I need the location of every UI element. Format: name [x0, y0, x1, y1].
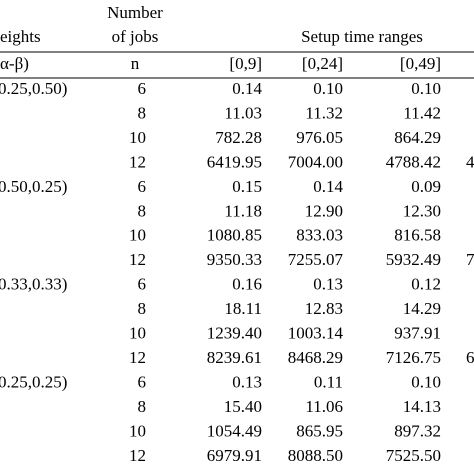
value-cell: 7255.07: [288, 250, 344, 269]
value-cell: 4788.42: [386, 152, 441, 171]
value-cell: 5932.49: [386, 250, 441, 269]
jobs-cell: 10: [129, 421, 146, 440]
jobs-cell: 8: [138, 397, 147, 416]
group-label: 0.25,0.25): [0, 373, 67, 392]
value-cell: 11.06: [305, 397, 343, 416]
jobs-cell: 12: [129, 152, 146, 171]
range-header: [0,49]: [400, 54, 441, 73]
value-cell: 18.11: [224, 299, 262, 318]
value-cell: 0.16: [232, 275, 262, 294]
value-cell: 7126.75: [386, 348, 441, 367]
value-cell: 14.29: [403, 299, 441, 318]
header-weights: eights: [0, 27, 41, 46]
value-cell: 1239.40: [207, 324, 262, 343]
value-cell: 7525.50: [386, 446, 441, 465]
value-cell: 0.14: [232, 79, 262, 98]
jobs-cell: 6: [138, 177, 147, 196]
jobs-cell: 10: [129, 226, 146, 245]
value-cell: 782.28: [215, 128, 262, 147]
jobs-cell: 12: [129, 348, 146, 367]
value-cell: 0.10: [411, 373, 441, 392]
value-cell: 0.09: [411, 177, 441, 196]
value-cell: 0.10: [411, 79, 441, 98]
subheader-n: n: [131, 54, 140, 73]
value-cell: 7004.00: [288, 152, 343, 171]
cut-cell: 6: [466, 348, 474, 367]
value-cell: 12.90: [305, 201, 343, 220]
value-cell: 816.58: [394, 226, 441, 245]
value-cell: 1003.14: [288, 324, 344, 343]
value-cell: 0.13: [232, 373, 262, 392]
value-cell: 0.10: [313, 79, 343, 98]
group-label: 0.50,0.25): [0, 177, 67, 196]
value-cell: 865.95: [296, 421, 343, 440]
value-cell: 1080.85: [207, 226, 262, 245]
value-cell: 8239.61: [207, 348, 262, 367]
value-cell: 864.29: [394, 128, 441, 147]
jobs-cell: 10: [129, 324, 146, 343]
value-cell: 8088.50: [288, 446, 343, 465]
value-cell: 14.13: [403, 397, 441, 416]
value-cell: 0.12: [411, 275, 441, 294]
value-cell: 1054.49: [207, 421, 262, 440]
range-header: [0,9]: [229, 54, 262, 73]
value-cell: 976.05: [296, 128, 343, 147]
header-setup: Setup time ranges: [301, 27, 423, 46]
group-label: 0.33,0.33): [0, 275, 67, 294]
value-cell: 937.91: [394, 324, 441, 343]
value-cell: 897.32: [394, 421, 441, 440]
value-cell: 8468.29: [288, 348, 343, 367]
value-cell: 11.03: [224, 103, 262, 122]
value-cell: 833.03: [296, 226, 343, 245]
jobs-cell: 8: [138, 201, 147, 220]
value-cell: 11.32: [305, 103, 343, 122]
jobs-cell: 12: [129, 250, 146, 269]
value-cell: 11.18: [224, 201, 262, 220]
header-jobs: Number: [107, 3, 163, 22]
jobs-cell: 6: [138, 373, 147, 392]
jobs-cell: 10: [129, 128, 146, 147]
value-cell: 6979.91: [207, 446, 262, 465]
subheader-weights: α-β): [0, 54, 29, 73]
cut-cell: 7: [466, 250, 474, 269]
header-jobs: of jobs: [112, 27, 159, 46]
value-cell: 0.13: [313, 275, 343, 294]
cut-cell: 4: [466, 152, 474, 171]
jobs-cell: 8: [138, 299, 147, 318]
jobs-cell: 6: [138, 79, 147, 98]
value-cell: 9350.33: [207, 250, 262, 269]
group-label: 0.25,0.50): [0, 79, 67, 98]
value-cell: 0.14: [313, 177, 343, 196]
value-cell: 12.83: [305, 299, 343, 318]
value-cell: 0.11: [314, 373, 343, 392]
value-cell: 12.30: [403, 201, 441, 220]
value-cell: 0.15: [232, 177, 262, 196]
jobs-cell: 8: [138, 103, 147, 122]
value-cell: 6419.95: [207, 152, 262, 171]
jobs-cell: 6: [138, 275, 147, 294]
value-cell: 11.42: [403, 103, 441, 122]
value-cell: 15.40: [224, 397, 262, 416]
jobs-cell: 12: [129, 446, 146, 465]
range-header: [0,24]: [302, 54, 343, 73]
